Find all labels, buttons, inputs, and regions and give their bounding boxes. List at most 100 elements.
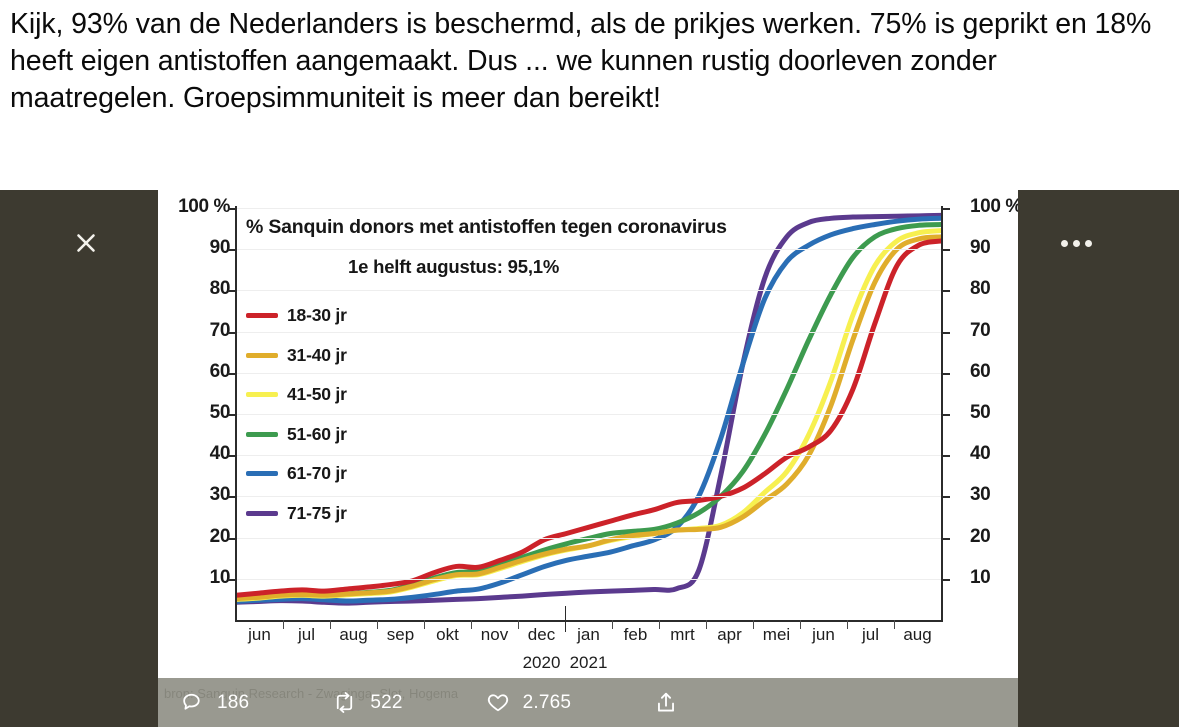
- share-action[interactable]: [653, 690, 679, 716]
- legend-item: 61-70 jr: [246, 454, 436, 494]
- y-tick-mark-left: [228, 290, 236, 293]
- y-tick-mark-left: [228, 496, 236, 499]
- retweet-action[interactable]: 522: [331, 690, 402, 715]
- x-tick-mark: [753, 620, 754, 629]
- x-tick-label: okt: [436, 625, 459, 644]
- y-tick-label-left: 100 %: [178, 196, 230, 217]
- legend-item: 71-75 jr: [246, 494, 436, 534]
- y-axis-right: 10 20 30 40 50 60 70 80 90 100 %: [948, 190, 1018, 680]
- x-tick-mark: [283, 620, 284, 629]
- y-tick-label-right: 80: [970, 278, 991, 300]
- y-tick-mark-right: [942, 455, 950, 458]
- x-axis-year-label: 2021: [569, 653, 608, 672]
- tweet-action-bar: 186 522 2: [158, 678, 1018, 727]
- series-line: [236, 215, 941, 604]
- gridline: [236, 455, 941, 457]
- tweet-text-block: Kijk, 93% van de Nederlanders is bescher…: [0, 0, 1179, 190]
- gridline: [236, 414, 941, 415]
- y-tick-label-right: 60: [970, 360, 991, 382]
- gridline: [236, 496, 941, 498]
- x-tick-mark: [330, 620, 331, 629]
- y-tick-label-left: 10: [209, 566, 231, 588]
- y-tick-mark-right: [942, 578, 950, 581]
- close-button[interactable]: [63, 223, 109, 263]
- legend-color-swatch: [246, 313, 278, 319]
- y-tick-label-left: 70: [209, 319, 231, 341]
- chart-legend: 18-30 jr 31-40 jr 41-50 jr 51-60 jr 61-70 jr…: [246, 296, 436, 533]
- x-tick-mark: [424, 620, 425, 629]
- like-action[interactable]: 2.765: [485, 690, 572, 715]
- legend-color-swatch: [246, 392, 278, 398]
- gridline: [236, 249, 941, 251]
- x-tick-label: dec: [527, 625, 556, 644]
- axis-spine-left: [235, 206, 237, 622]
- y-tick-label-right: 90: [970, 237, 991, 259]
- x-tick-mark: [706, 620, 707, 629]
- x-tick-label: nov: [480, 625, 509, 644]
- x-axis: jun jul aug sep okt nov dec jan feb mrt apr mei jun j…: [236, 606, 941, 678]
- x-tick-label: aug: [339, 625, 368, 644]
- x-tick-label: apr: [717, 625, 742, 644]
- y-tick-label-right: 40: [970, 443, 991, 465]
- legend-label: 31-40 jr: [287, 344, 347, 365]
- y-tick-mark-right: [942, 208, 950, 210]
- y-tick-mark-right: [942, 414, 950, 416]
- y-tick-label-right: 20: [970, 525, 991, 547]
- y-axis-left: 10 20 30 40 50 60 70 80 90 100 %: [158, 190, 230, 680]
- retweet-count: 522: [370, 691, 403, 713]
- chart-subtitle: 1e helft augustus: 95,1%: [348, 256, 560, 277]
- y-tick-label-right: 100 %: [970, 196, 1018, 217]
- gridline: [236, 290, 941, 292]
- legend-color-swatch: [246, 510, 278, 516]
- y-tick-label-left: 60: [209, 360, 231, 382]
- reply-action[interactable]: 186: [180, 690, 249, 715]
- x-tick-mark: [518, 620, 519, 629]
- legend-item: 31-40 jr: [246, 336, 436, 376]
- y-tick-label-left: 40: [209, 443, 231, 465]
- y-tick-mark-left: [228, 537, 236, 540]
- gridline: [236, 578, 941, 580]
- y-tick-label-right: 50: [970, 402, 991, 423]
- x-tick-label: feb: [623, 625, 648, 644]
- reply-count: 186: [217, 691, 250, 713]
- x-tick-label: jul: [861, 625, 880, 644]
- y-tick-mark-left: [228, 372, 236, 375]
- y-tick-label-left: 50: [209, 402, 231, 423]
- chart-title: % Sanquin donors met antistoffen tegen c…: [246, 216, 727, 238]
- y-tick-mark-right: [942, 496, 950, 499]
- y-tick-mark-left: [228, 455, 236, 458]
- legend-label: 41-50 jr: [287, 384, 347, 405]
- y-tick-label-left: 90: [209, 237, 231, 259]
- x-tick-label: jun: [812, 625, 835, 644]
- more-icon-dot-3: [1084, 239, 1092, 247]
- x-tick-mark: [894, 620, 895, 629]
- x-tick-mark: [800, 620, 801, 629]
- y-tick-label-right: 30: [970, 484, 991, 506]
- more-options-button[interactable]: [1052, 224, 1100, 262]
- legend-label: 18-30 jr: [287, 305, 347, 326]
- x-tick-mark: [612, 620, 613, 629]
- y-tick-label-left: 30: [209, 484, 231, 506]
- legend-label: 61-70 jr: [287, 463, 347, 484]
- series-line: [236, 234, 941, 602]
- y-tick-mark-right: [942, 372, 950, 375]
- chart-image[interactable]: 10 20 30 40 50 60 70 80 90 100 % 10 20 30 40 50 60 70 80…: [158, 190, 1018, 727]
- y-tick-mark-left: [228, 578, 236, 581]
- y-tick-label-right: 10: [970, 566, 991, 588]
- y-tick-label-left: 20: [209, 525, 231, 547]
- y-tick-mark-left: [228, 208, 236, 210]
- tweet-text: Kijk, 93% van de Nederlanders is bescher…: [10, 8, 1152, 114]
- x-tick-mark: [471, 620, 472, 629]
- chart-canvas: 10 20 30 40 50 60 70 80 90 100 % 10 20 30 40 50 60 70 80…: [158, 190, 1018, 680]
- legend-color-swatch: [246, 352, 278, 358]
- x-year-divider: [565, 606, 566, 632]
- gridline: [236, 208, 941, 209]
- x-tick-label: aug: [903, 625, 932, 644]
- legend-label: 71-75 jr: [287, 502, 347, 523]
- y-tick-mark-left: [228, 331, 236, 334]
- more-icon-dot-1: [1060, 239, 1068, 247]
- x-tick-label: mei: [762, 625, 791, 644]
- y-tick-mark-left: [228, 249, 236, 252]
- y-tick-mark-right: [942, 290, 950, 293]
- axis-spine-bottom: [235, 620, 943, 622]
